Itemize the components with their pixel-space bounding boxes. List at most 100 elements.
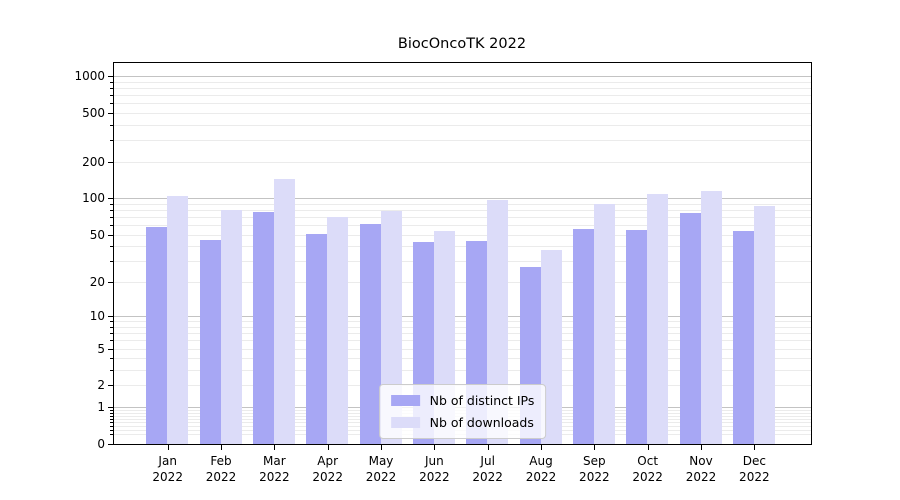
- y-minor-tick: [110, 124, 113, 126]
- minor-gridline: [114, 103, 811, 105]
- x-tick-label: Sep 2022: [579, 454, 610, 484]
- x-tick: [541, 445, 542, 450]
- y-minor-tick: [110, 326, 113, 328]
- bar-distinct-ips-dec: [732, 230, 754, 444]
- x-tick: [594, 445, 596, 450]
- major-gridline: [114, 75, 811, 77]
- x-tick: [701, 445, 702, 450]
- y-tick-label: 500: [82, 105, 105, 120]
- y-tick: [108, 75, 113, 77]
- x-tick: [754, 445, 756, 450]
- minor-gridline: [114, 87, 811, 89]
- x-tick-label: Apr 2022: [312, 454, 343, 484]
- bar-distinct-ips-feb: [199, 240, 221, 444]
- y-minor-tick: [110, 426, 113, 428]
- bar-downloads-dec: [753, 206, 775, 444]
- y-minor-tick: [110, 261, 113, 263]
- y-minor-tick: [110, 94, 113, 96]
- minor-gridline: [114, 81, 811, 83]
- x-tick: [647, 445, 649, 450]
- y-tick: [108, 385, 113, 387]
- y-tick-label: 2: [97, 378, 105, 393]
- bar-distinct-ips-mar: [252, 211, 274, 444]
- bar-distinct-ips-nov: [679, 212, 701, 444]
- x-tick-label: Jun 2022: [419, 454, 450, 484]
- y-tick: [108, 198, 113, 200]
- y-minor-tick: [110, 333, 113, 335]
- x-tick: [434, 445, 436, 450]
- y-minor-tick: [110, 422, 113, 424]
- y-minor-tick: [110, 103, 113, 105]
- y-tick-label: 50: [89, 227, 105, 242]
- y-tick: [108, 161, 113, 163]
- bar-downloads-jan: [167, 195, 189, 444]
- y-minor-tick: [110, 225, 113, 227]
- minor-gridline: [114, 124, 811, 126]
- minor-gridline: [114, 140, 811, 141]
- y-minor-tick: [110, 370, 113, 372]
- y-tick-label: 20: [89, 274, 105, 289]
- y-tick: [108, 281, 113, 283]
- x-tick-label: Nov 2022: [685, 454, 717, 484]
- x-tick-label: May 2022: [365, 454, 397, 484]
- legend-swatch-downloads: [390, 417, 420, 428]
- y-tick: [108, 348, 113, 350]
- y-tick-label: 5: [97, 341, 105, 356]
- bar-distinct-ips-apr: [306, 233, 328, 444]
- minor-gridline: [114, 112, 811, 114]
- y-tick: [108, 112, 113, 114]
- y-minor-tick: [110, 321, 113, 323]
- y-minor-tick: [110, 140, 113, 141]
- y-tick-label: 200: [82, 154, 105, 169]
- legend: Nb of distinct IPs Nb of downloads: [378, 384, 547, 439]
- y-minor-tick: [110, 203, 113, 205]
- bar-downloads-nov: [700, 191, 722, 444]
- y-minor-tick: [110, 418, 113, 420]
- x-tick-label: Feb 2022: [205, 454, 237, 484]
- bar-downloads-jul: [487, 199, 509, 444]
- y-tick: [108, 444, 113, 445]
- bar-downloads-oct: [647, 194, 669, 444]
- bar-downloads-feb: [220, 209, 242, 444]
- y-minor-tick: [110, 340, 113, 342]
- chart-title: BiocOncoTK 2022: [397, 36, 527, 52]
- legend-item-distinct-ips: Nb of distinct IPs: [390, 393, 534, 408]
- x-tick: [381, 445, 383, 450]
- y-tick: [108, 407, 113, 409]
- x-tick: [167, 445, 169, 450]
- y-minor-tick: [110, 81, 113, 83]
- y-tick-label: 0: [97, 437, 105, 451]
- x-tick-label: Mar 2022: [259, 454, 290, 484]
- y-tick-label: 10: [89, 309, 105, 324]
- x-tick: [487, 445, 489, 450]
- x-tick-label: Oct 2022: [632, 454, 663, 484]
- x-tick: [274, 445, 276, 450]
- y-minor-tick: [110, 409, 113, 411]
- y-minor-tick: [110, 209, 113, 211]
- bar-downloads-apr: [327, 216, 349, 444]
- y-minor-tick: [110, 412, 113, 414]
- x-tick-label: Jul 2022: [472, 454, 503, 484]
- legend-label-downloads: Nb of downloads: [429, 415, 534, 430]
- legend-swatch-distinct-ips: [390, 395, 420, 406]
- y-tick-label: 1: [97, 400, 105, 415]
- y-minor-tick: [110, 430, 113, 432]
- minor-gridline: [114, 94, 811, 96]
- y-minor-tick: [110, 358, 113, 360]
- y-tick-label: 100: [82, 191, 105, 206]
- x-tick: [221, 445, 223, 450]
- bar-distinct-ips-oct: [626, 229, 648, 444]
- x-tick: [327, 445, 329, 450]
- y-tick-label: 1000: [74, 68, 105, 83]
- y-tick: [108, 316, 113, 318]
- bar-distinct-ips-may: [359, 224, 381, 444]
- y-minor-tick: [110, 87, 113, 89]
- x-tick-label: Jan 2022: [152, 454, 183, 484]
- x-tick-label: Dec 2022: [739, 454, 770, 484]
- bar-downloads-mar: [273, 178, 295, 444]
- plot-area: 1000 500 200 100 50 20 10 5 2 1 0 Jan 2022 Feb 2022 M…: [74, 62, 812, 484]
- y-tick: [108, 234, 113, 236]
- legend-item-downloads: Nb of downloads: [390, 415, 535, 430]
- y-minor-tick: [110, 434, 113, 436]
